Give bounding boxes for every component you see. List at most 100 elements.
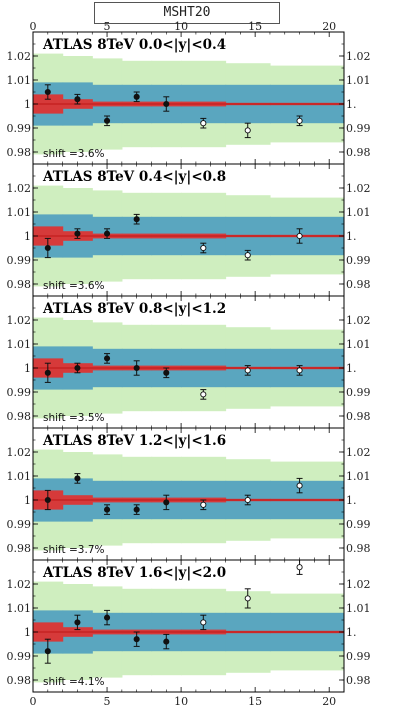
y-tick-label-right: 1.02 [346,50,371,63]
y-tick-label: 1 [24,494,31,507]
data-point [200,117,207,129]
point-marker-filled [163,369,170,376]
panel-frame [32,559,345,693]
y-tick-label-right: 1. [346,98,357,111]
y-tick-label: 1 [24,362,31,375]
y-tick-label-right: 1.01 [346,470,371,483]
x-tick-label: 0 [30,695,37,708]
x-tick-label: 5 [104,695,111,708]
y-tick-label: 1.02 [7,50,32,63]
y-tick-label-right: 0.98 [346,278,371,291]
data-point [44,237,51,259]
data-point [200,614,207,631]
y-tick-label-right: 1.02 [346,182,371,195]
y-tick-label-right: 0.98 [346,146,371,159]
panel-5: 0.98 0.98 0.99 0.99 1 1. 1.01 1.01 1.02 1.02 ATLAS… [7,559,371,693]
shift-label: shift =3.5% [43,412,105,424]
data-point [244,588,251,609]
y-tick-label-right: 1.02 [346,578,371,591]
data-point [44,84,51,100]
panel-1: 0.98 0.98 0.99 0.99 1 1. 1.01 1.01 1.02 1.02 ATLAS… [7,31,371,165]
point-marker-filled [44,496,51,504]
data-point [103,228,111,239]
data-point [103,115,111,127]
point-marker-filled [133,216,140,223]
point-marker-filled [133,364,140,372]
point-marker-filled [74,475,81,482]
y-tick-label-right: 0.99 [346,386,371,399]
point-marker-open [200,244,207,252]
bands [33,581,344,683]
data-point [244,494,251,506]
point-marker-open [244,127,251,134]
point-marker-filled [103,506,111,513]
y-tick-label: 1 [24,98,31,111]
y-tick-label: 1.01 [7,74,32,87]
point-marker-filled [133,93,140,100]
data-point [163,96,170,112]
data-point [296,115,303,127]
y-tick-label-right: 0.99 [346,518,371,531]
y-tick-label: 1.02 [7,314,32,327]
data-point [296,365,303,376]
point-marker-open [244,367,251,374]
data-point [74,473,81,484]
data-point [103,504,111,515]
panel-2: 0.98 0.98 0.99 0.99 1 1. 1.01 1.01 1.02 1.02 ATLAS… [7,163,371,297]
y-tick-label: 1 [24,230,31,243]
point-marker-open [200,120,207,127]
data-point [200,389,207,400]
y-tick-label: 1.02 [7,578,32,591]
data-point [296,477,303,494]
data-point [74,93,81,105]
y-tick-label: 0.99 [7,650,32,663]
y-tick-label-right: 1. [346,230,357,243]
point-marker-open [244,496,251,504]
panel-4: 0.98 0.98 0.99 0.99 1 1. 1.01 1.01 1.02 1.02 ATLAS… [7,427,371,561]
data-point [244,365,251,376]
data-point [133,631,140,647]
data-point [163,494,170,511]
data-point [296,228,303,244]
panel-title: ATLAS 8TeV 0.8<|y|<1.2 [42,301,226,317]
point-marker-open [296,232,303,240]
legend-label: MSHT20 [163,5,211,20]
y-tick-label-right: 1.02 [346,446,371,459]
panel-3: 0.98 0.98 0.99 0.99 1 1. 1.01 1.01 1.02 1.02 ATLAS… [7,295,371,429]
y-tick-label: 1.02 [7,182,32,195]
x-tick-label-top: 5 [104,20,111,33]
point-marker-filled [74,619,81,626]
panel-title: ATLAS 8TeV 0.4<|y|<0.8 [42,169,226,185]
y-tick-label-right: 0.99 [346,122,371,135]
data-point [133,213,140,225]
panel-title: ATLAS 8TeV 1.2<|y|<1.6 [42,433,226,449]
point-marker-filled [74,96,81,103]
point-marker-filled [44,369,51,376]
shift-label: shift =3.6% [43,280,105,292]
data-point [44,362,51,383]
x-tick-label-top: 15 [248,20,262,33]
legend-box: MSHT20 [94,2,280,24]
point-marker-filled [44,648,51,655]
point-marker-filled [163,499,170,506]
point-marker-filled [103,614,111,621]
y-tick-label: 0.98 [7,674,32,687]
y-tick-label-right: 1. [346,362,357,375]
point-marker-filled [103,355,111,362]
y-tick-label-right: 1. [346,494,357,507]
data-point [200,242,207,254]
y-tick-label-right: 1.01 [346,74,371,87]
y-tick-label: 0.99 [7,254,32,267]
point-marker-filled [44,244,51,252]
x-tick-label: 20 [322,695,336,708]
data-point [44,489,51,511]
data-point [103,353,111,364]
point-marker-open [296,117,303,124]
data-point [244,122,251,139]
y-tick-label: 1.01 [7,470,32,483]
shift-label: shift =3.6% [43,148,105,160]
y-tick-label-right: 0.98 [346,410,371,423]
x-tick-label-top: 0 [30,20,37,33]
data-point [74,228,81,239]
y-tick-label: 0.99 [7,386,32,399]
